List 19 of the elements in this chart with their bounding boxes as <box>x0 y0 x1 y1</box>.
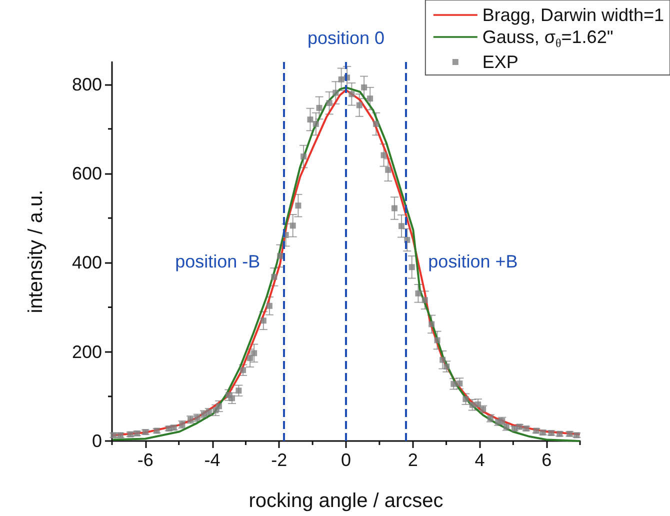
y-tick-label: 200 <box>72 342 102 362</box>
y-tick-label: 400 <box>72 252 102 273</box>
legend-label: Bragg, Darwin width=1 <box>482 5 664 25</box>
ref-line-label: position -B <box>175 252 260 272</box>
y-tick-label: 800 <box>72 74 102 94</box>
x-axis-title: rocking angle / arcsec <box>248 490 444 512</box>
x-tick-label: 6 <box>542 450 552 470</box>
x-tick-label: 4 <box>474 450 485 470</box>
x-tick-label: -4 <box>204 450 220 470</box>
ref-line-label: position +B <box>428 252 518 272</box>
x-tick-label: 2 <box>408 450 418 470</box>
x-tick-label: 0 <box>340 450 352 470</box>
y-tick-label: 600 <box>72 163 102 184</box>
legend-label: EXP <box>482 52 518 72</box>
y-axis-title: intensity / a.u. <box>25 190 47 314</box>
ref-line-label: position 0 <box>307 28 385 48</box>
y-tick-label: 0 <box>92 431 102 451</box>
x-tick-label: -6 <box>137 450 154 470</box>
x-tick-label: -2 <box>271 450 288 470</box>
